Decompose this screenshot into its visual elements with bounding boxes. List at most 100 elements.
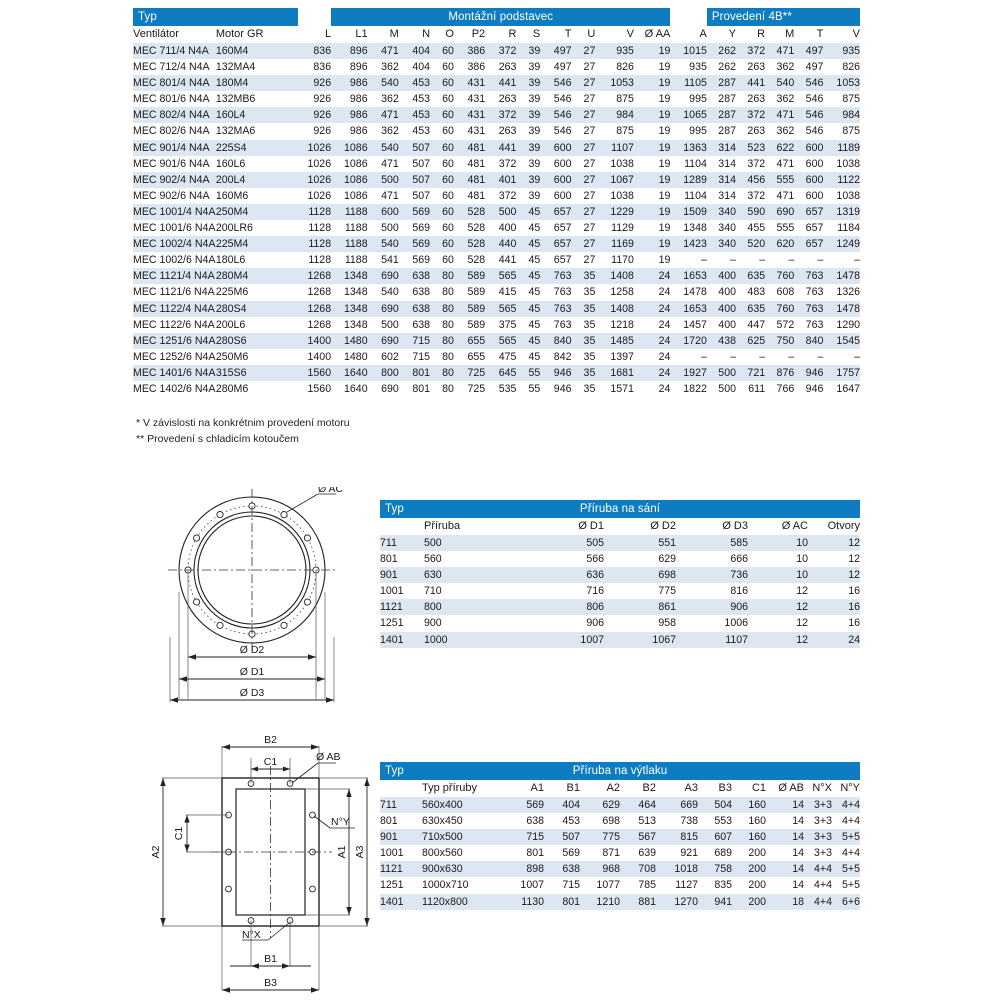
main-table-cell: 60 (430, 187, 454, 204)
main-table-cell: 1268 (298, 268, 332, 285)
discharge-table-cell: 1000x710 (422, 877, 506, 894)
main-table-cell: 1480 (331, 332, 368, 349)
main-table-cell: 760 (765, 268, 795, 285)
main-table-cell: 440 (485, 236, 517, 253)
main-table-cell: 471 (367, 107, 399, 124)
suction-table-row: 1251 900 906 958 1006 12 16 (380, 615, 860, 632)
discharge-table-cell: 921 (656, 845, 698, 862)
main-table-cell: 19 (633, 187, 671, 204)
main-table-cell: – (706, 252, 736, 269)
main-table-head: Typ Montážní podstavec Provedení 4B** Ve… (133, 8, 860, 43)
main-table-cell: 546 (540, 107, 572, 124)
discharge-table-cell: 698 (580, 813, 620, 830)
main-table-cell: 497 (794, 59, 824, 76)
main-table-cell: – (706, 348, 736, 365)
main-table-cell: 431 (453, 91, 486, 108)
footnote-single-asterisk: * V závislosti na konkrétnim provedení m… (136, 417, 350, 429)
main-table-cell: 1086 (331, 187, 368, 204)
main-table-cell: 690 (367, 268, 399, 285)
main-table-cell: 657 (540, 203, 572, 221)
discharge-table-cell: 1121 (380, 861, 422, 878)
suction-table-cell: 12 (808, 567, 860, 584)
main-table-cell: 35 (571, 316, 596, 333)
label-b2: B2 (264, 734, 277, 746)
main-table-cell: 263 (485, 59, 517, 76)
main-table-cell: – (794, 348, 824, 365)
main-table-cell: 763 (540, 316, 572, 333)
main-table-cell: 35 (571, 300, 596, 317)
main-table-cell: 39 (516, 59, 541, 76)
main-table-cell: 60 (430, 59, 454, 76)
main-table-cell: 1480 (331, 348, 368, 365)
suction-table-cell: 906 (676, 599, 748, 616)
main-table-cell: 635 (735, 268, 766, 285)
main-table-cell: 27 (571, 155, 596, 172)
discharge-col-a1: A1 (506, 780, 544, 797)
main-table-cell: 455 (735, 220, 766, 237)
main-table-cell: 655 (453, 332, 486, 349)
suction-table-cell: 10 (748, 535, 808, 552)
main-table-cell: 225M6 (215, 284, 299, 301)
main-table-cell: 995 (670, 123, 707, 140)
main-table-cell: 453 (398, 107, 431, 124)
main-table-cell: 528 (453, 203, 486, 221)
main-table-cell: MEC 1121/6 N4A (133, 284, 216, 301)
suction-table-cell: 551 (604, 535, 676, 552)
main-table-cell: 35 (571, 284, 596, 301)
main-table-cell: 528 (453, 220, 486, 237)
extension-lines (178, 570, 326, 699)
main-table-cell: 590 (735, 203, 766, 221)
main-table-cell: 1720 (670, 332, 707, 349)
main-table-cell: 625 (735, 332, 766, 349)
main-table-cell: 386 (453, 43, 486, 60)
discharge-table-cell: 3+3 (804, 845, 832, 862)
discharge-table-cell: 4+4 (832, 845, 860, 862)
main-table-cell: 362 (367, 123, 399, 140)
main-table-cell: 763 (540, 300, 572, 317)
discharge-table-body: 711 560x400 569 404 629 464 669 504 160 14 3+3 4+4 8… (380, 797, 860, 910)
discharge-table-cell: 160 (732, 829, 766, 846)
discharge-col-blank (380, 780, 422, 797)
main-table-cell: 602 (367, 348, 399, 365)
suction-table-cell: 585 (676, 535, 748, 552)
suction-table-cell: 636 (532, 567, 604, 584)
main-table-cell: MEC 802/4 N4A (133, 107, 216, 124)
main-table-cell: MEC 902/6 N4A (133, 187, 216, 204)
main-table-cell: 546 (540, 123, 572, 140)
discharge-table-cell: 715 (506, 829, 544, 846)
main-table-cell: 1509 (670, 203, 707, 221)
col-p2: P2 (453, 26, 486, 43)
suction-group-header-row: Typ Příruba na sání (380, 500, 860, 518)
suction-table-cell: 816 (676, 583, 748, 600)
main-table-cell: 80 (430, 268, 454, 285)
main-table-cell: MEC 1002/4 N4A (133, 236, 216, 253)
discharge-table-cell: 560x400 (422, 797, 506, 814)
suction-table-cell: 505 (532, 535, 604, 552)
main-table-cell: 19 (633, 203, 671, 221)
main-table-cell: 19 (633, 155, 671, 172)
suction-table-cell: 800 (424, 599, 532, 616)
main-table-cell: 471 (367, 187, 399, 204)
main-table-cell: 132MA4 (215, 59, 299, 76)
main-table-cell: 657 (540, 252, 572, 269)
main-table-cell: 760 (765, 300, 795, 317)
main-table-cell: 690 (367, 332, 399, 349)
main-table-cell: 926 (298, 75, 332, 92)
main-table-row: MEC 1402/6 N4A 280M6 1560 1640 690 801 80 725 53… (133, 380, 860, 398)
discharge-table-cell: 14 (766, 861, 804, 878)
label-ac: Ø AC (318, 487, 344, 495)
main-table-cell: 471 (367, 155, 399, 172)
main-table-row: MEC 801/4 N4A 180M4 926 986 540 453 60 431 441 39… (133, 75, 860, 92)
discharge-table-cell: 160 (732, 797, 766, 814)
main-table-cell: 715 (398, 348, 431, 365)
dim-a2 (160, 778, 166, 926)
suction-table-cell: 12 (748, 583, 808, 600)
extension-lines (162, 746, 368, 990)
main-table-cell: 926 (298, 107, 332, 124)
discharge-group-header-row: Typ Příruba na výtlaku (380, 762, 860, 780)
discharge-table-cell: 738 (656, 813, 698, 830)
main-table-cell: 1560 (298, 364, 332, 381)
main-table-cell: 453 (398, 75, 431, 92)
col-t: T (540, 26, 572, 43)
discharge-table-cell: 5+5 (832, 829, 860, 846)
